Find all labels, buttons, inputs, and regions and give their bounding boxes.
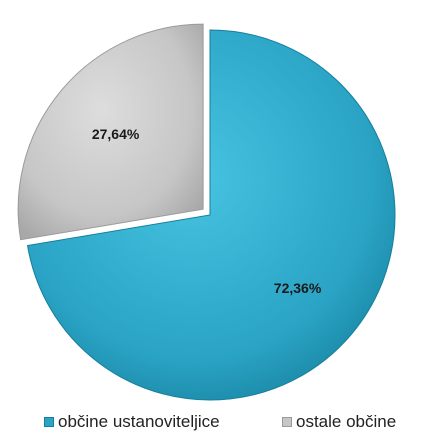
pie-slice-obcine-ustanoviteljice <box>26 29 396 401</box>
pie-chart-svg: 72,36% 27,64% <box>17 23 396 401</box>
legend-item-ostale-obcine: ostale občine <box>282 412 396 432</box>
legend-swatch-gray <box>282 417 292 427</box>
data-label-obcine-ustanoviteljice: 72,36% <box>274 280 322 296</box>
data-label-ostale-obcine: 27,64% <box>92 126 140 142</box>
pie-slice-ostale-obcine <box>17 23 204 241</box>
legend-label: ostale občine <box>296 412 397 431</box>
legend-label: občine ustanoviteljice <box>58 412 220 431</box>
legend-item-obcine-ustanoviteljice: občine ustanoviteljice <box>44 412 220 432</box>
chart-legend: občine ustanoviteljice ostale občine <box>0 412 424 436</box>
legend-swatch-blue <box>44 417 54 427</box>
